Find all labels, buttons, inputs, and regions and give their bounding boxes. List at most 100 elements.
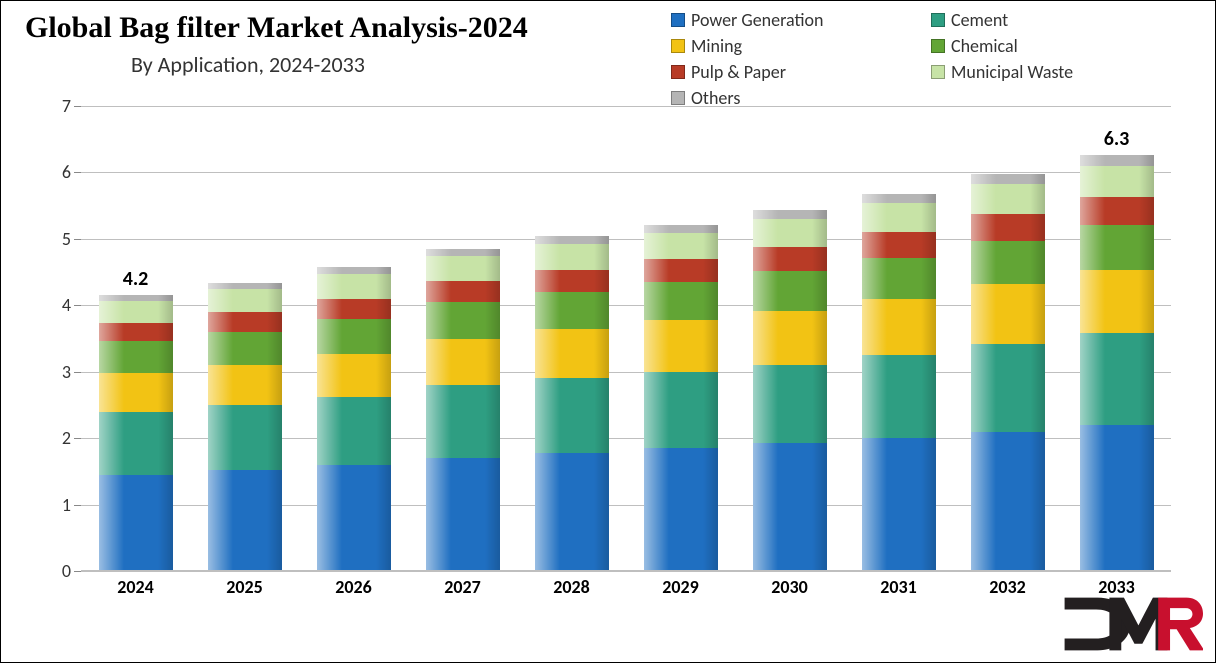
bar: [426, 249, 500, 571]
bar-segment: [317, 267, 391, 274]
bar: [535, 236, 609, 571]
legend-label: Mining: [691, 33, 742, 59]
bar-segment: [535, 292, 609, 329]
bar-segment: [862, 203, 936, 232]
bar-segment: [1080, 425, 1154, 571]
bar-segment: [99, 323, 173, 342]
bar-segment: [535, 378, 609, 452]
legend-swatch: [671, 91, 685, 105]
bar-segment: [644, 372, 718, 448]
chart-title: Global Bag filter Market Analysis-2024: [25, 11, 528, 45]
y-tick-label: 1: [41, 494, 71, 516]
bar-segment: [208, 283, 282, 289]
bar-segment: [317, 299, 391, 319]
bar-segment: [1080, 270, 1154, 333]
y-tick-label: 7: [41, 95, 71, 117]
bar: [862, 194, 936, 571]
bar-segment: [426, 249, 500, 256]
bar-segment: [644, 448, 718, 571]
bar-segment: [753, 219, 827, 247]
x-tick-label: 2032: [971, 576, 1045, 598]
bar-data-label: 6.3: [1104, 127, 1130, 151]
bar-data-label: 4.2: [123, 267, 149, 291]
bar-segment: [535, 236, 609, 244]
bar-segment: [971, 284, 1045, 344]
legend-swatch: [671, 39, 685, 53]
bar-segment: [317, 354, 391, 397]
bar-segment: [753, 365, 827, 443]
x-tick-label: 2025: [208, 576, 282, 598]
bar-segment: [971, 174, 1045, 184]
bar-segment: [1080, 197, 1154, 225]
legend-item: Chemical: [931, 33, 1191, 59]
y-tick: [74, 372, 81, 373]
legend-swatch: [931, 65, 945, 79]
bar-segment: [753, 443, 827, 571]
y-tick: [74, 106, 81, 107]
bar: 6.3: [1080, 155, 1154, 571]
bar-segment: [208, 332, 282, 365]
bar-segment: [644, 233, 718, 260]
y-tick: [74, 239, 81, 240]
bar-segment: [317, 465, 391, 571]
bar-segment: [862, 438, 936, 571]
legend-item: Pulp & Paper: [671, 59, 931, 85]
bar-segment: [644, 282, 718, 320]
y-tick-label: 0: [41, 560, 71, 582]
legend-label: Municipal Waste: [951, 59, 1073, 85]
bars-container: 4.2 6.3: [81, 106, 1171, 571]
bar-segment: [971, 184, 1045, 214]
legend-swatch: [931, 13, 945, 27]
y-tick: [74, 305, 81, 306]
legend: Power GenerationCementMiningChemicalPulp…: [671, 7, 1191, 111]
bar-segment: [208, 289, 282, 312]
y-tick: [74, 505, 81, 506]
bar-segment: [1080, 166, 1154, 197]
legend-swatch: [671, 13, 685, 27]
x-tick-label: 2026: [317, 576, 391, 598]
legend-swatch: [931, 39, 945, 53]
bar-segment: [971, 214, 1045, 241]
bar-segment: [426, 385, 500, 458]
bar-segment: [644, 259, 718, 282]
bar-segment: [317, 319, 391, 354]
y-tick: [74, 571, 81, 572]
y-tick: [74, 172, 81, 173]
bar-segment: [208, 470, 282, 571]
plot-area: 01234567 4.26.3: [81, 106, 1171, 571]
y-tick-label: 6: [41, 161, 71, 183]
y-tick-label: 5: [41, 228, 71, 250]
bar-segment: [644, 225, 718, 233]
legend-label: Cement: [951, 7, 1008, 33]
bar-segment: [426, 281, 500, 302]
bar-segment: [753, 311, 827, 365]
dmr-logo: [1058, 592, 1203, 656]
bar-segment: [971, 344, 1045, 432]
bar-segment: [535, 329, 609, 379]
bar-segment: [99, 341, 173, 373]
y-tick-label: 4: [41, 294, 71, 316]
bar-segment: [535, 453, 609, 571]
bar-segment: [753, 210, 827, 219]
bar-segment: [1080, 225, 1154, 270]
bar-segment: [99, 295, 173, 300]
bar-segment: [971, 241, 1045, 284]
bar: 4.2: [99, 295, 173, 571]
x-tick-label: 2024: [99, 576, 173, 598]
bar-segment: [862, 258, 936, 299]
bar: [753, 210, 827, 571]
bar-segment: [208, 312, 282, 332]
bar-segment: [535, 270, 609, 292]
gridline: [81, 571, 1171, 572]
bar-segment: [426, 302, 500, 339]
bar-segment: [862, 355, 936, 438]
x-axis-labels: 2024202520262027202820292030203120322033: [81, 576, 1171, 598]
legend-label: Chemical: [951, 33, 1018, 59]
x-tick-label: 2031: [862, 576, 936, 598]
bar-segment: [317, 397, 391, 465]
bar-segment: [1080, 333, 1154, 425]
bar-segment: [99, 412, 173, 475]
x-tick-label: 2028: [535, 576, 609, 598]
legend-swatch: [671, 65, 685, 79]
legend-label: Pulp & Paper: [691, 59, 786, 85]
